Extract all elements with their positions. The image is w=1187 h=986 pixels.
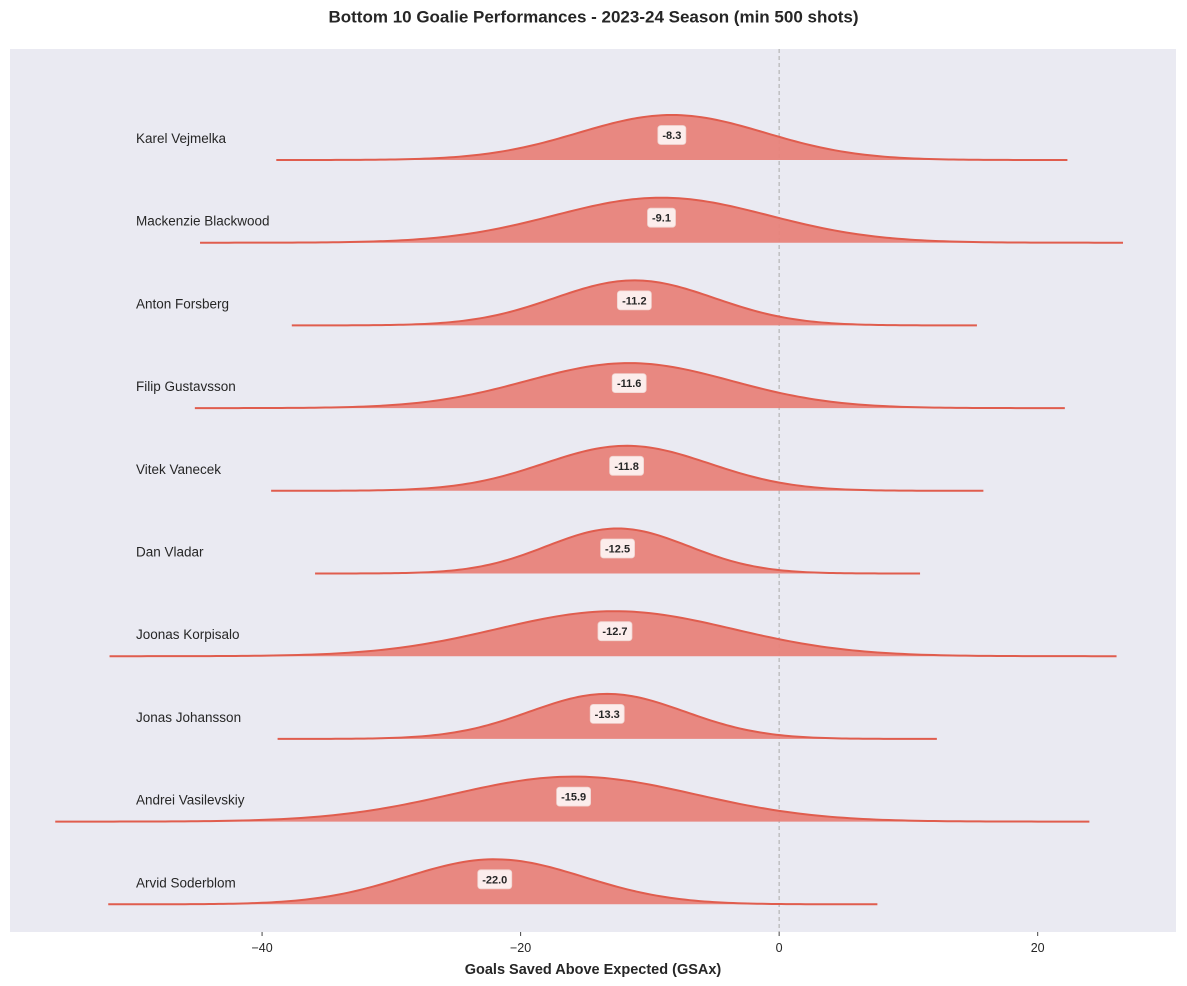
goalie-name-label: Joonas Korpisalo (136, 627, 240, 642)
gsax-value-label: -9.1 (652, 213, 671, 225)
ridge-row: Andrei Vasilevskiy -15.9 (55, 775, 1090, 823)
ridge-row: Vitek Vanecek -11.8 (136, 444, 984, 492)
gsax-value-label: -11.2 (622, 295, 646, 307)
goalie-name-label: Arvid Soderblom (136, 875, 236, 890)
value-badge (611, 373, 647, 394)
ridge-line (276, 113, 1068, 161)
ridge-row: Mackenzie Blackwood -9.1 (136, 196, 1124, 244)
ridge-line (108, 858, 878, 906)
x-axis-label: Goals Saved Above Expected (GSAx) (465, 962, 722, 978)
gsax-value-label: -11.8 (614, 461, 638, 473)
value-badge (657, 125, 687, 145)
gsax-value-label: -11.6 (617, 378, 641, 390)
ridge-line (194, 362, 1065, 410)
value-badge (600, 538, 635, 559)
value-badge (477, 869, 513, 890)
chart-title: Bottom 10 Goalie Performances - 2023-24 … (328, 8, 858, 27)
x-tick-label: −40 (251, 941, 272, 955)
goalie-name-label: Andrei Vasilevskiy (136, 793, 245, 808)
gsax-value-label: -8.3 (662, 130, 681, 142)
ridge-line (55, 775, 1090, 823)
ridge-row: Karel Vejmelka -8.3 (136, 113, 1068, 161)
ridge-row: Anton Forsberg -11.2 (136, 279, 977, 327)
ridge-line (200, 196, 1124, 244)
ridge-row: Arvid Soderblom -22.0 (108, 858, 878, 906)
x-tick-label: 20 (1031, 941, 1045, 955)
goalie-name-label: Anton Forsberg (136, 296, 229, 311)
value-badge (609, 455, 645, 476)
gsax-value-label: -12.5 (605, 544, 630, 556)
ridge-line (291, 279, 977, 327)
goalie-name-label: Dan Vladar (136, 545, 204, 560)
x-tick-label: −20 (510, 941, 531, 955)
goalie-name-label: Mackenzie Blackwood (136, 214, 270, 229)
ridge-row: Filip Gustavsson -11.6 (136, 362, 1065, 410)
x-tick-label: 0 (776, 941, 783, 955)
value-badge (597, 621, 633, 642)
value-badge (556, 786, 592, 807)
goalie-name-label: Filip Gustavsson (136, 379, 236, 394)
gsax-value-label: -12.7 (602, 626, 627, 638)
ridge-row: Jonas Johansson -13.3 (136, 692, 937, 740)
goalie-name-label: Vitek Vanecek (136, 462, 221, 477)
ridge-row: Joonas Korpisalo -12.7 (109, 610, 1117, 658)
goalie-name-label: Karel Vejmelka (136, 131, 227, 146)
gsax-value-label: -13.3 (595, 709, 620, 721)
value-badge (589, 704, 625, 724)
gsax-value-label: -22.0 (482, 874, 507, 886)
ridge-row: Dan Vladar -12.5 (136, 527, 921, 575)
ridge-line (109, 610, 1117, 658)
ridge-line (277, 692, 937, 740)
value-badge (616, 290, 652, 311)
ridge-line (271, 444, 984, 492)
goalie-name-label: Jonas Johansson (136, 710, 241, 725)
value-badge (647, 207, 676, 228)
ridge-line (315, 527, 921, 575)
gsax-value-label: -15.9 (561, 792, 586, 804)
